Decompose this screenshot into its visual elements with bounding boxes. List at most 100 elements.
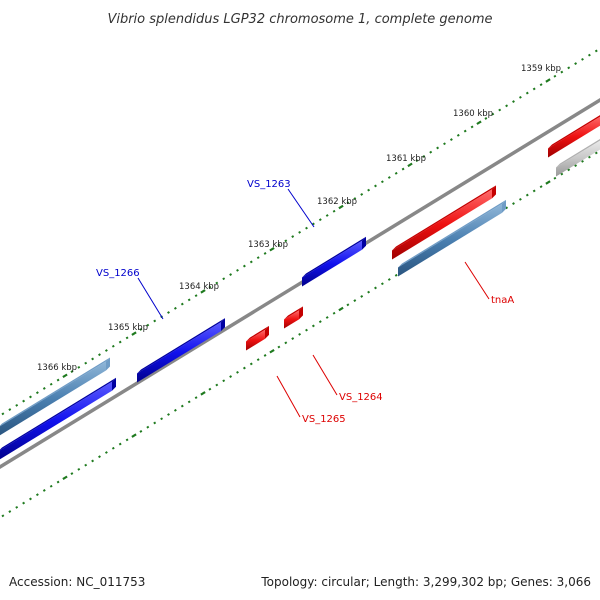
cds-vs1265[interactable] (246, 325, 269, 351)
gene-label-tnaA[interactable]: tnaA (491, 295, 514, 306)
outer-tick-minor (512, 100, 515, 103)
cds-vs1264[interactable] (284, 306, 303, 329)
accession-text: Accession: NC_011753 (9, 575, 145, 589)
outer-tick-minor (581, 57, 584, 61)
feature-gray-1359[interactable] (556, 135, 600, 177)
inner-tick-minor (104, 451, 108, 454)
outer-tick-minor (470, 125, 474, 129)
outer-tick-minor (49, 382, 53, 386)
inner-tick-minor (236, 370, 239, 374)
inner-tick-minor (298, 332, 302, 336)
cds-vs1263-side-face (362, 236, 366, 250)
cds-red-1359-front-face (548, 116, 600, 158)
cds-vs1264-front-face (284, 310, 299, 329)
outer-tick-major (476, 120, 482, 125)
cds-vs1264-side-face (299, 306, 303, 320)
ruler-labels: 1359 kbp 1360 kbp 1361 kbp 1362 kbp 1363… (37, 64, 561, 373)
outer-tick-minor (291, 235, 295, 238)
gene-tnaA-steel-top-face (398, 199, 506, 268)
outer-tick-minor (15, 403, 19, 407)
cds-red-1359-top-face (548, 115, 600, 149)
leader-vs1263 (287, 188, 315, 228)
inner-tick-minor (208, 387, 212, 391)
outer-tick-minor (505, 104, 509, 108)
outer-tick-minor (56, 378, 60, 382)
inner-tick-minor (346, 303, 350, 307)
genome-summary-text: Topology: circular; Length: 3,299,302 bp… (260, 575, 591, 589)
leader-tnaA (464, 261, 490, 300)
outer-tick-major (269, 246, 275, 252)
inner-ruler-ticks (1, 151, 598, 518)
outer-tick-minor (422, 154, 426, 158)
outer-tick-major (338, 204, 344, 210)
outer-tick-minor (249, 260, 253, 264)
cds-blue-left-top-face (0, 377, 116, 451)
outer-tick-major (545, 78, 551, 83)
inner-tick-minor (139, 429, 143, 433)
inner-tick-major (338, 306, 344, 312)
outer-tick-major (407, 162, 413, 168)
outer-tick-minor (104, 349, 108, 352)
cds-tnaA-red-top-face (392, 185, 496, 251)
gene-label-vs1263[interactable]: VS_1263 (247, 179, 291, 190)
outer-tick-minor (91, 357, 95, 361)
cds-vs1263-top-face (302, 236, 366, 278)
gene-label-vs1265[interactable]: VS_1265 (302, 414, 346, 425)
outer-tick-major (200, 289, 206, 294)
outer-tick-minor (70, 370, 74, 374)
outer-tick-minor (539, 83, 543, 87)
cds-tnaA-red-side-face (492, 185, 496, 199)
outer-tick-minor (139, 327, 143, 331)
inner-tick-minor (318, 320, 322, 324)
gene-tnaA-steel[interactable] (398, 199, 506, 277)
outer-tick-minor (187, 298, 191, 302)
cds-vs1266[interactable] (137, 318, 225, 383)
gene-label-vs1266[interactable]: VS_1266 (96, 268, 140, 279)
outer-tick-minor (8, 408, 12, 411)
outer-tick-minor (525, 91, 529, 95)
feature-track (0, 111, 600, 461)
inner-tick-minor (77, 467, 81, 471)
inner-tick-minor (187, 400, 191, 404)
inner-tick-minor (56, 480, 60, 484)
outer-tick-minor (222, 277, 226, 281)
inner-tick-minor (512, 202, 515, 205)
cds-vs1263[interactable] (302, 236, 366, 287)
outer-ruler-ticks (1, 49, 598, 416)
outer-tick-minor (153, 319, 157, 323)
backbone-line (0, 98, 600, 469)
inner-tick-minor (581, 159, 584, 163)
gene-steel-left-upper-front-face (0, 361, 106, 436)
inner-tick-minor (587, 155, 591, 159)
outer-tick-minor (360, 192, 364, 196)
inner-tick-minor (15, 505, 19, 509)
inner-tick-minor (35, 493, 39, 497)
inner-tick-minor (539, 185, 543, 189)
outer-tick-minor (353, 197, 357, 201)
outer-tick-minor (484, 117, 488, 120)
cds-vs1265-front-face (246, 329, 265, 351)
cds-tnaA-red[interactable] (392, 185, 496, 260)
outer-tick-minor (456, 133, 460, 137)
outer-tick-minor (311, 222, 315, 226)
outer-tick-minor (491, 112, 495, 116)
ruler-label-1360: 1360 kbp (453, 109, 493, 119)
ruler-label-1363: 1363 kbp (248, 240, 288, 250)
gene-tnaA-steel-front-face (398, 203, 502, 277)
cds-red-1359[interactable] (548, 111, 600, 158)
inner-tick-minor (305, 328, 308, 332)
outer-tick-minor (256, 256, 260, 260)
leader-vs1264 (312, 354, 338, 396)
inner-tick-minor (146, 425, 150, 429)
cds-vs1265-top-face (246, 325, 269, 342)
gene-labels: VS_1263 VS_1266 tnaA VS_1264 VS_1265 (96, 179, 514, 425)
gene-steel-left-upper[interactable] (0, 357, 110, 436)
inner-tick-minor (387, 278, 391, 281)
outer-tick-minor (394, 171, 398, 175)
inner-tick-minor (284, 341, 288, 345)
gene-label-vs1264[interactable]: VS_1264 (339, 392, 383, 403)
inner-tick-minor (180, 404, 184, 408)
cds-blue-left[interactable] (0, 377, 116, 461)
inner-tick-major (200, 391, 206, 396)
